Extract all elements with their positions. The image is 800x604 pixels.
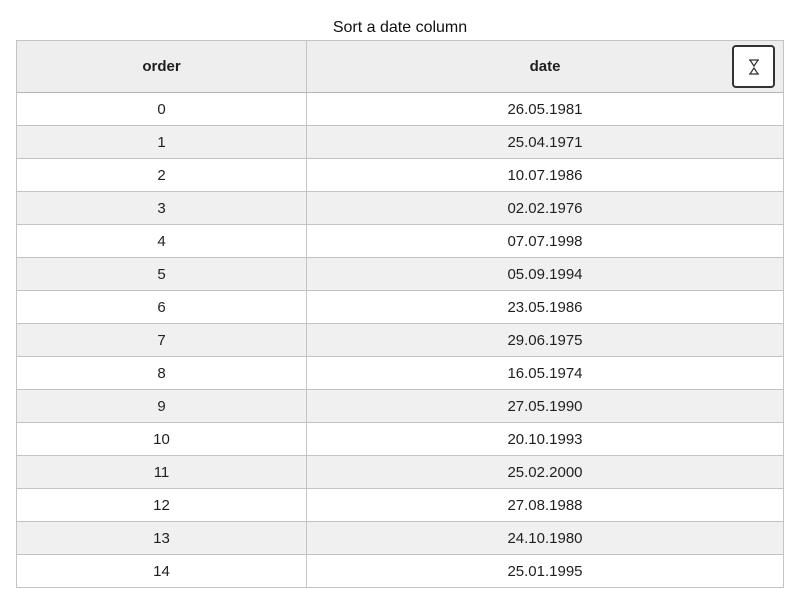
- table-caption: Sort a date column: [332, 19, 468, 36]
- cell-date: 26.05.1981: [507, 100, 583, 118]
- cell-order: 9: [17, 390, 307, 422]
- sort-date-button[interactable]: [732, 45, 775, 88]
- cell-order: 7: [17, 324, 307, 356]
- cell-order: 11: [17, 456, 307, 488]
- cell-order: 8: [17, 357, 307, 389]
- cell-order: 13: [17, 522, 307, 554]
- table-row: 11 25.02.2000: [17, 456, 783, 489]
- cell-order: 5: [17, 258, 307, 290]
- column-header-label: date: [529, 58, 561, 75]
- cell-order: 4: [17, 225, 307, 257]
- table-row: 8 16.05.1974: [17, 357, 783, 390]
- cell-order: 0: [17, 93, 307, 125]
- table-row: 6 23.05.1986: [17, 291, 783, 324]
- table-row: 9 27.05.1990: [17, 390, 783, 423]
- table-row: 1 25.04.1971: [17, 126, 783, 159]
- table-header: order date: [17, 40, 783, 93]
- table-row: 0 26.05.1981: [17, 93, 783, 126]
- cell-date: 02.02.1976: [507, 199, 583, 217]
- column-header-date: date: [307, 41, 783, 92]
- cell-date: 10.07.1986: [507, 166, 583, 184]
- cell-date: 16.05.1974: [507, 364, 583, 382]
- cell-order: 10: [17, 423, 307, 455]
- column-header-label: order: [142, 58, 181, 75]
- cell-order: 1: [17, 126, 307, 158]
- cell-order: 12: [17, 489, 307, 521]
- cell-date: 25.02.2000: [507, 463, 583, 481]
- table-row: 12 27.08.1988: [17, 489, 783, 522]
- table-row: 7 29.06.1975: [17, 324, 783, 357]
- cell-date: 05.09.1994: [507, 265, 583, 283]
- cell-date: 27.05.1990: [507, 397, 583, 415]
- column-header-order: order: [17, 41, 307, 92]
- cell-order: 3: [17, 192, 307, 224]
- table-body: 0 26.05.1981 1 25.04.1971 2 10.07.1986 3 02.02.…: [17, 93, 783, 588]
- table-row: 13 24.10.1980: [17, 522, 783, 555]
- table-row: 14 25.01.1995: [17, 555, 783, 588]
- cell-order: 6: [17, 291, 307, 323]
- cell-date: 24.10.1980: [507, 529, 583, 547]
- cell-order: 14: [17, 555, 307, 587]
- table-row: 10 20.10.1993: [17, 423, 783, 456]
- cell-order: 2: [17, 159, 307, 191]
- data-table: order date 0 26.05.1981 1 25.04.1971 2 10.07.…: [16, 40, 784, 588]
- cell-date: 07.07.1998: [507, 232, 583, 250]
- cell-date: 29.06.1975: [507, 331, 583, 349]
- table-row: 4 07.07.1998: [17, 225, 783, 258]
- sort-toggle-icon: [748, 58, 759, 75]
- table-row: 5 05.09.1994: [17, 258, 783, 291]
- cell-date: 23.05.1986: [507, 298, 583, 316]
- table-row: 3 02.02.1976: [17, 192, 783, 225]
- cell-date: 27.08.1988: [507, 496, 583, 514]
- table-row: 2 10.07.1986: [17, 159, 783, 192]
- cell-date: 25.04.1971: [507, 133, 583, 151]
- cell-date: 20.10.1993: [507, 430, 583, 448]
- cell-date: 25.01.1995: [507, 562, 583, 580]
